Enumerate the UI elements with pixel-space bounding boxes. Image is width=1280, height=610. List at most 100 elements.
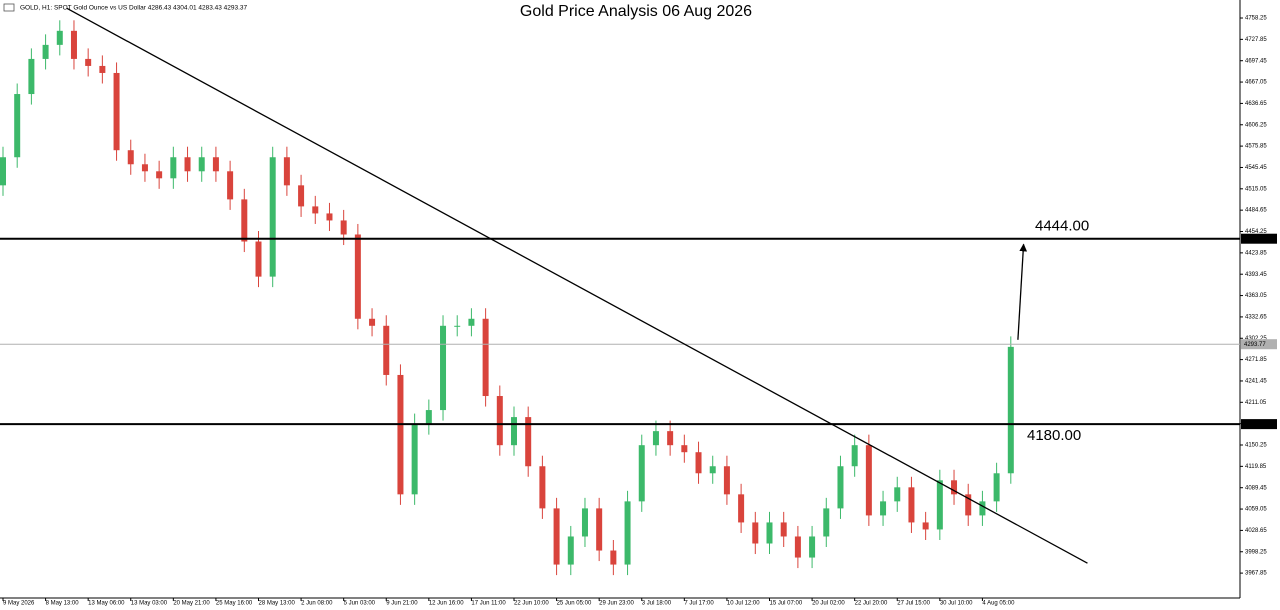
y-tick-label: 4636.65 — [1245, 101, 1267, 107]
candle-body — [638, 445, 645, 502]
x-tick-label: 12 Jun 16:00 — [429, 601, 464, 607]
y-tick-label: 4697.45 — [1245, 58, 1267, 64]
candle-body — [227, 171, 234, 200]
candle-body — [454, 325, 461, 327]
candle-body — [809, 536, 816, 558]
chart-title: Gold Price Analysis 06 Aug 2026 — [520, 3, 752, 20]
x-tick-label: 4 Aug 05:00 — [982, 601, 1015, 607]
y-tick-label: 4545.45 — [1245, 165, 1267, 171]
candle-body — [993, 473, 1000, 502]
candle-body — [567, 536, 574, 565]
candle-body — [979, 501, 986, 516]
y-tick-label: 4271.85 — [1245, 357, 1267, 363]
y-tick-label: 4393.45 — [1245, 272, 1267, 278]
candle-body — [184, 157, 191, 172]
level-axis-label: 4180.00 — [1244, 422, 1266, 428]
x-tick-label: 3 Jul 18:00 — [642, 601, 672, 607]
candle-body — [525, 417, 532, 467]
candle-body — [28, 58, 35, 95]
y-tick-label: 4575.85 — [1245, 144, 1267, 150]
candle-body — [127, 150, 134, 165]
level-box — [1241, 419, 1277, 430]
y-tick-label: 4758.25 — [1245, 16, 1267, 22]
candle-body — [70, 30, 77, 59]
candle-body — [652, 431, 659, 446]
candle-body — [965, 494, 972, 516]
y-tick-label: 4454.25 — [1245, 229, 1267, 235]
candle-body — [908, 487, 915, 523]
candle-body — [851, 445, 858, 467]
x-tick-label: 15 Jul 07:00 — [770, 601, 803, 607]
candle-body — [85, 58, 92, 66]
candle-body — [440, 325, 447, 411]
y-tick-label: 4119.85 — [1245, 464, 1267, 470]
candle-body — [99, 65, 106, 73]
candle-body — [922, 522, 929, 530]
candle-body — [141, 164, 148, 172]
candle-body — [170, 157, 177, 179]
current-price-box — [1241, 339, 1277, 350]
candle-body — [383, 325, 390, 375]
y-tick-label: 4059.05 — [1245, 507, 1267, 513]
y-tick-label: 4028.65 — [1245, 528, 1267, 534]
candle-body — [709, 466, 716, 474]
candle-body — [553, 508, 560, 565]
x-tick-label: 5 Jun 03:00 — [344, 601, 376, 607]
x-tick-label: 7 Jul 17:00 — [684, 601, 714, 607]
x-tick-label: 25 Jun 05:00 — [557, 601, 592, 607]
x-tick-label: 2 Jun 08:00 — [301, 601, 333, 607]
y-tick-label: 4363.05 — [1245, 293, 1267, 299]
candle-body — [298, 185, 305, 207]
candle-body — [354, 234, 361, 319]
candle-body — [113, 72, 120, 151]
y-tick-label: 4727.85 — [1245, 37, 1267, 43]
candle-body — [397, 374, 404, 495]
x-tick-label: 29 Jun 23:00 — [599, 601, 634, 607]
chart-subtitle: GOLD, H1: SPOT Gold Ounce vs US Dollar 4… — [20, 5, 248, 12]
y-tick-label: 4423.85 — [1245, 250, 1267, 256]
x-tick-label: 8 May 13:00 — [46, 601, 80, 607]
candle-body — [823, 508, 830, 537]
candle-body — [766, 522, 773, 544]
candle-body — [156, 171, 163, 179]
y-tick-label: 4150.25 — [1245, 443, 1267, 449]
candle-body — [255, 241, 262, 277]
y-tick-label: 4089.45 — [1245, 485, 1267, 491]
candle-body — [780, 522, 787, 537]
x-tick-label: 25 May 16:00 — [216, 601, 253, 607]
candle-body — [695, 452, 702, 474]
candle-body — [723, 466, 730, 495]
level-label: 4444.00 — [1035, 218, 1089, 235]
candle-body — [482, 318, 489, 397]
candle-body — [340, 220, 347, 235]
candle-body — [312, 206, 319, 214]
candle-body — [0, 157, 6, 186]
candle-body — [496, 396, 503, 446]
candle-body — [596, 508, 603, 551]
y-tick-label: 4241.45 — [1245, 379, 1267, 385]
candle-body — [14, 94, 21, 158]
candle-body — [794, 536, 801, 558]
x-tick-label: 13 May 06:00 — [88, 601, 125, 607]
candle-body — [880, 501, 887, 516]
current-price-label: 4293.77 — [1244, 342, 1266, 348]
x-tick-label: 22 Jun 10:00 — [514, 601, 549, 607]
x-tick-label: 20 May 21:00 — [173, 601, 210, 607]
x-tick-label: 28 May 13:00 — [259, 601, 296, 607]
candle-body — [1007, 346, 1014, 474]
candle-body — [56, 30, 63, 45]
y-tick-label: 3967.85 — [1245, 571, 1267, 577]
candle-body — [738, 494, 745, 523]
x-tick-label: 27 Jul 15:00 — [897, 601, 930, 607]
candle-body — [752, 522, 759, 544]
candle-body — [411, 424, 418, 495]
level-axis-label: 4444.00 — [1244, 236, 1266, 242]
trendline — [66, 7, 1088, 564]
candle-body — [369, 318, 376, 326]
level-box — [1241, 233, 1277, 244]
level-label: 4180.00 — [1027, 427, 1081, 444]
candle-body — [198, 157, 205, 172]
candle-body — [468, 318, 475, 326]
